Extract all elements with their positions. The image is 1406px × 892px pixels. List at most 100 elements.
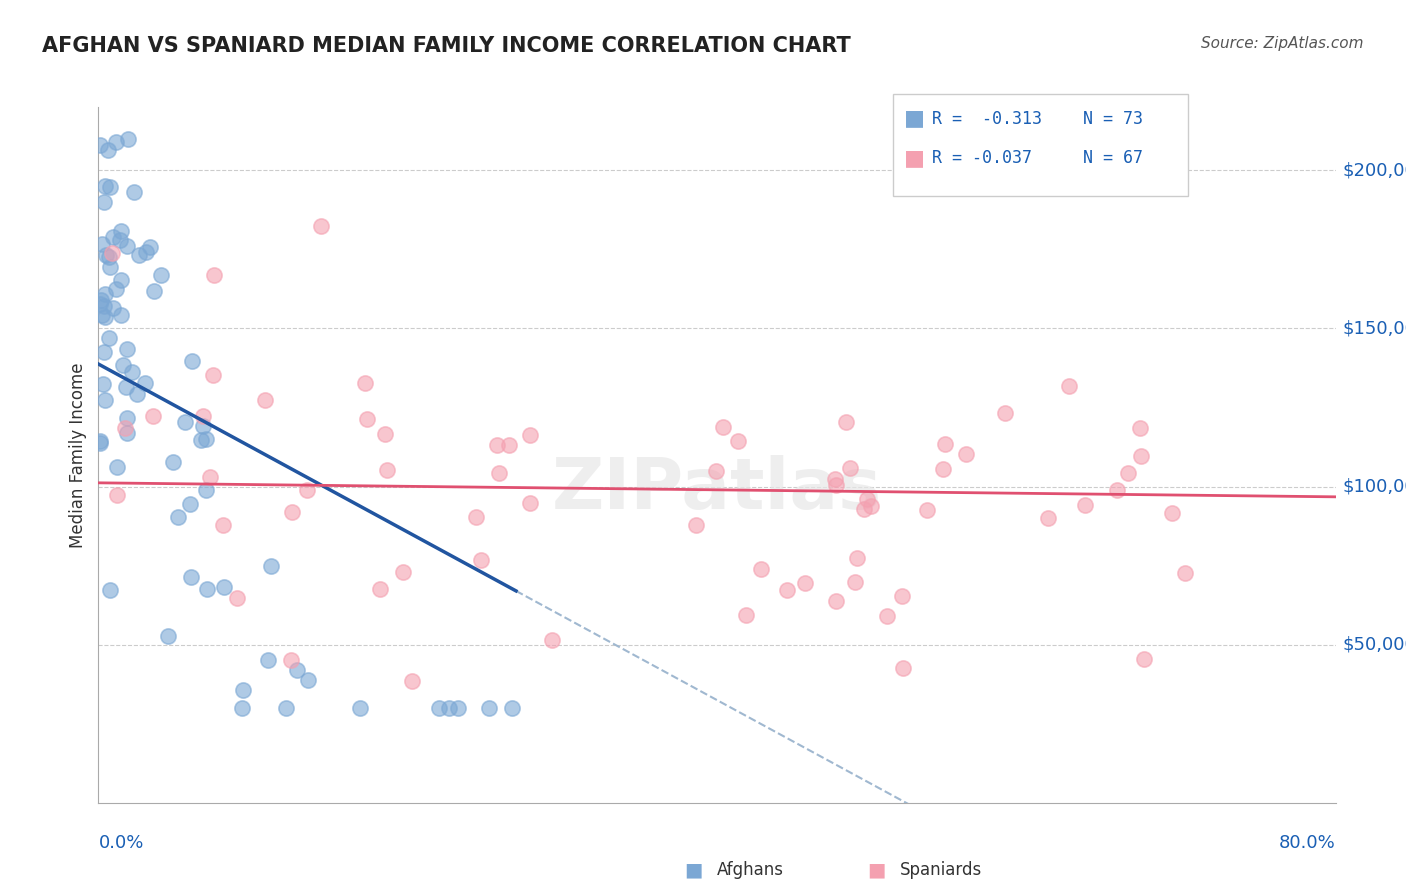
Spaniards <box>1130 449 1153 463</box>
Spaniards <box>1132 652 1154 666</box>
Afghans <box>117 410 139 425</box>
Afghans <box>93 345 115 359</box>
Afghans <box>98 260 121 274</box>
Spaniards <box>934 437 956 451</box>
Afghans <box>231 701 253 715</box>
Spaniards <box>401 673 423 688</box>
Afghans <box>138 240 160 254</box>
Spaniards <box>105 488 128 502</box>
Afghans <box>98 582 121 597</box>
Spaniards <box>198 470 221 484</box>
Afghans <box>501 701 523 715</box>
Afghans <box>349 701 371 715</box>
Afghans <box>91 308 114 322</box>
Spaniards <box>1057 379 1080 393</box>
Spaniards <box>519 428 541 442</box>
Spaniards <box>876 609 898 624</box>
Afghans <box>89 293 111 308</box>
Text: ■: ■ <box>685 860 703 880</box>
Spaniards <box>776 583 799 598</box>
Spaniards <box>1036 510 1059 524</box>
Spaniards <box>846 550 869 565</box>
Afghans <box>117 131 139 145</box>
Afghans <box>142 284 165 298</box>
Text: ZIPatlas: ZIPatlas <box>553 455 882 524</box>
Spaniards <box>280 652 302 666</box>
Spaniards <box>793 576 815 591</box>
Afghans <box>93 194 115 209</box>
Afghans <box>191 418 214 433</box>
Spaniards <box>540 633 562 648</box>
Spaniards <box>734 608 756 623</box>
Spaniards <box>1105 483 1128 498</box>
Text: ■: ■ <box>904 109 925 128</box>
Spaniards <box>498 438 520 452</box>
Spaniards <box>356 411 378 425</box>
Spaniards <box>727 434 749 449</box>
Spaniards <box>309 219 332 233</box>
Text: ■: ■ <box>868 860 886 880</box>
Spaniards <box>891 589 914 603</box>
Afghans <box>110 224 132 238</box>
Text: AFGHAN VS SPANIARD MEDIAN FAMILY INCOME CORRELATION CHART: AFGHAN VS SPANIARD MEDIAN FAMILY INCOME … <box>42 36 851 55</box>
Afghans <box>89 434 111 449</box>
Spaniards <box>859 499 882 513</box>
Spaniards <box>295 483 318 498</box>
Spaniards <box>706 464 728 478</box>
Spaniards <box>1160 506 1182 520</box>
Afghans <box>212 580 235 594</box>
Spaniards <box>253 392 276 407</box>
Spaniards <box>838 460 860 475</box>
Afghans <box>97 143 120 157</box>
Afghans <box>98 331 121 345</box>
Afghans <box>89 138 111 153</box>
Afghans <box>166 509 188 524</box>
Spaniards <box>101 246 124 260</box>
Spaniards <box>202 268 225 282</box>
Afghans <box>90 237 112 252</box>
Afghans <box>98 180 121 194</box>
Afghans <box>94 247 117 261</box>
Afghans <box>94 179 117 194</box>
Spaniards <box>191 409 214 423</box>
Spaniards <box>202 368 225 383</box>
Afghans <box>91 376 114 391</box>
Spaniards <box>852 501 875 516</box>
Spaniards <box>844 574 866 589</box>
Spaniards <box>825 478 848 492</box>
Afghans <box>101 230 124 244</box>
Afghans <box>93 392 115 407</box>
Spaniards <box>488 467 510 481</box>
Afghans <box>135 245 157 260</box>
Spaniards <box>225 591 247 605</box>
Text: Spaniards: Spaniards <box>900 861 981 879</box>
Spaniards <box>824 472 846 486</box>
Spaniards <box>485 437 508 451</box>
Afghans <box>108 234 131 248</box>
Spaniards <box>824 593 846 607</box>
Text: $200,000: $200,000 <box>1343 161 1406 179</box>
Afghans <box>101 301 124 315</box>
Spaniards <box>855 491 877 506</box>
Afghans <box>115 238 138 252</box>
Afghans <box>105 460 128 475</box>
Spaniards <box>142 409 165 423</box>
Afghans <box>447 701 470 715</box>
Text: ■: ■ <box>904 148 925 168</box>
Spaniards <box>893 661 915 675</box>
Afghans <box>89 297 111 311</box>
Spaniards <box>464 510 486 524</box>
Afghans <box>115 380 138 394</box>
Afghans <box>98 250 121 264</box>
Afghans <box>427 701 450 715</box>
Afghans <box>285 663 308 677</box>
Spaniards <box>392 566 415 580</box>
Text: Afghans: Afghans <box>717 861 785 879</box>
Afghans <box>437 701 460 715</box>
Afghans <box>110 273 132 287</box>
Afghans <box>180 570 202 584</box>
Spaniards <box>368 582 391 597</box>
Text: $100,000: $100,000 <box>1343 477 1406 496</box>
Afghans <box>105 282 128 296</box>
Spaniards <box>114 420 136 434</box>
